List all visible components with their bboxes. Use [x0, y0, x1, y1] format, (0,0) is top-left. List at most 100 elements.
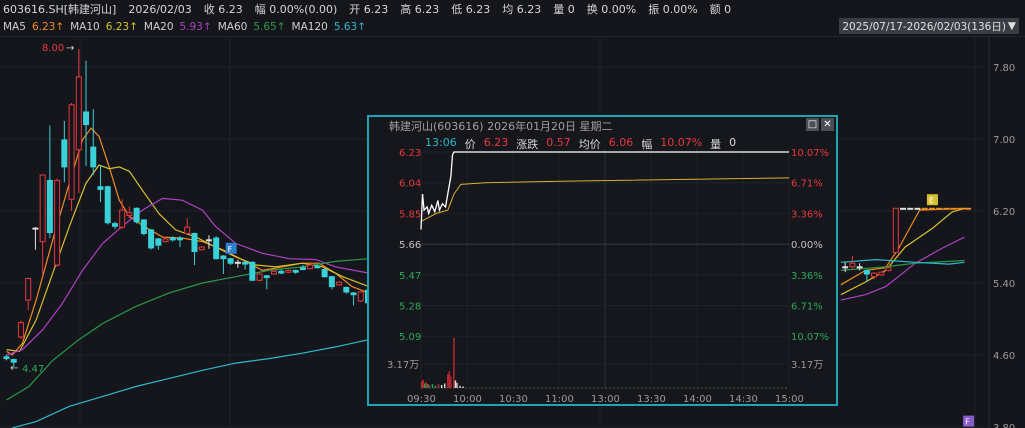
- price-line: [420, 151, 789, 230]
- turnover: 换 0.00%: [586, 3, 637, 16]
- quote-header: 603616.SH[韩建河山] 2026/02/03 收 6.23 幅 0.00…: [0, 0, 1025, 18]
- candle: [17, 320, 24, 339]
- price-tick: 5.47: [399, 271, 421, 282]
- candle: [328, 275, 335, 290]
- date-range-selector[interactable]: 2025/07/17-2026/02/03(136日) ▼: [839, 18, 1019, 34]
- candle-body: [148, 229, 155, 249]
- candle: [227, 257, 234, 265]
- candle: [39, 174, 46, 274]
- candle-body: [184, 226, 191, 234]
- price-tick: 6.04: [399, 179, 421, 190]
- restore-icon[interactable]: □: [806, 118, 819, 131]
- candle-body: [892, 207, 899, 253]
- event-marker-label: F: [965, 418, 970, 427]
- y-tick-label: 3.80: [993, 423, 1015, 428]
- close-icon[interactable]: ✕: [821, 118, 834, 131]
- volume-bar: [447, 374, 449, 388]
- volume-bar: [431, 384, 434, 388]
- amplitude: 振 0.00%: [648, 3, 698, 16]
- candle: [97, 166, 104, 202]
- candle-body: [943, 207, 950, 210]
- candle-body: [314, 265, 321, 269]
- candle: [263, 274, 270, 290]
- info-time: 13:06: [425, 136, 457, 149]
- candle: [213, 236, 220, 260]
- ma5-line: [6, 127, 369, 356]
- candle-body: [242, 261, 249, 265]
- volume-bar: [448, 371, 450, 388]
- candle-body: [343, 287, 350, 293]
- candle-body: [914, 207, 921, 210]
- ma20-line: [840, 236, 965, 301]
- x-tick-label: 11:00: [545, 394, 574, 405]
- candle: [25, 277, 32, 310]
- candle-body: [928, 207, 935, 210]
- candle: [90, 109, 97, 175]
- candle: [307, 262, 314, 270]
- candle: [234, 259, 241, 268]
- ma20-line: [6, 197, 369, 356]
- candle-body: [885, 267, 892, 271]
- candle: [271, 270, 278, 275]
- candle: [928, 207, 935, 210]
- candle-body: [54, 179, 61, 266]
- open-price: 开 6.23: [349, 3, 389, 16]
- candle-body: [75, 76, 82, 151]
- y-tick-label: 5.40: [993, 279, 1015, 290]
- symbol[interactable]: 603616.SH[韩建河山]: [3, 3, 117, 16]
- candle-body: [278, 270, 285, 274]
- ma-name: MA5: [3, 20, 26, 33]
- volume: 量 0: [553, 3, 575, 16]
- close-price: 收 6.23: [203, 3, 243, 16]
- candle-body: [842, 266, 849, 269]
- candle: [856, 263, 863, 271]
- candle: [242, 261, 249, 270]
- y-tick-label: 4.60: [993, 351, 1015, 362]
- volume-bar: [434, 385, 437, 388]
- candle: [965, 207, 972, 210]
- ma-name: MA120: [291, 20, 328, 33]
- candle: [900, 207, 907, 210]
- ma-value: 5.63↑: [333, 20, 366, 33]
- candle: [54, 178, 61, 267]
- volume-bar: [428, 384, 431, 388]
- candle-body: [307, 264, 314, 270]
- y-tick-label: 7.00: [993, 135, 1015, 146]
- candle: [299, 265, 306, 271]
- triangle-down-icon: ▼: [1007, 20, 1016, 32]
- candle-body: [957, 207, 964, 210]
- candle-body: [950, 207, 957, 210]
- candle-body: [140, 219, 147, 234]
- popup-title: 韩建河山(603616) 2026年01月20日 星期二: [389, 120, 613, 133]
- ma-value: 5.65↑: [253, 20, 286, 33]
- volume-bar: [444, 383, 446, 388]
- volume-bar: [450, 376, 452, 388]
- info-price: 6.23: [483, 136, 509, 149]
- candle: [914, 207, 921, 210]
- intraday-popup[interactable]: 09:30 10:00 10:30 11:00 13:00 13:30 14:00 14:30…: [367, 115, 838, 406]
- info-avg: 6.06: [608, 136, 634, 149]
- candle: [220, 255, 227, 274]
- arrow-right-icon: →: [66, 43, 74, 54]
- candle-body: [321, 269, 328, 278]
- candle: [950, 207, 957, 210]
- candle: [921, 207, 928, 210]
- candle: [957, 207, 964, 210]
- high-label: 8.00: [42, 43, 64, 54]
- candle: [278, 269, 285, 274]
- ma-value: 6.23↑: [105, 20, 138, 33]
- price-tick: 5.85: [399, 209, 421, 220]
- candle-body: [17, 322, 24, 338]
- candle-body: [878, 271, 885, 276]
- candle: [892, 207, 899, 253]
- candle-body: [900, 207, 907, 210]
- candle-body: [162, 238, 169, 243]
- volume-bar: [422, 379, 424, 388]
- candle-body: [263, 275, 270, 279]
- candle-body: [292, 269, 299, 273]
- volume-bar: [454, 380, 457, 388]
- candle: [148, 229, 155, 250]
- x-tick-label: 09:30: [407, 394, 436, 405]
- event-marker-label: F: [228, 245, 233, 254]
- candle: [285, 269, 292, 274]
